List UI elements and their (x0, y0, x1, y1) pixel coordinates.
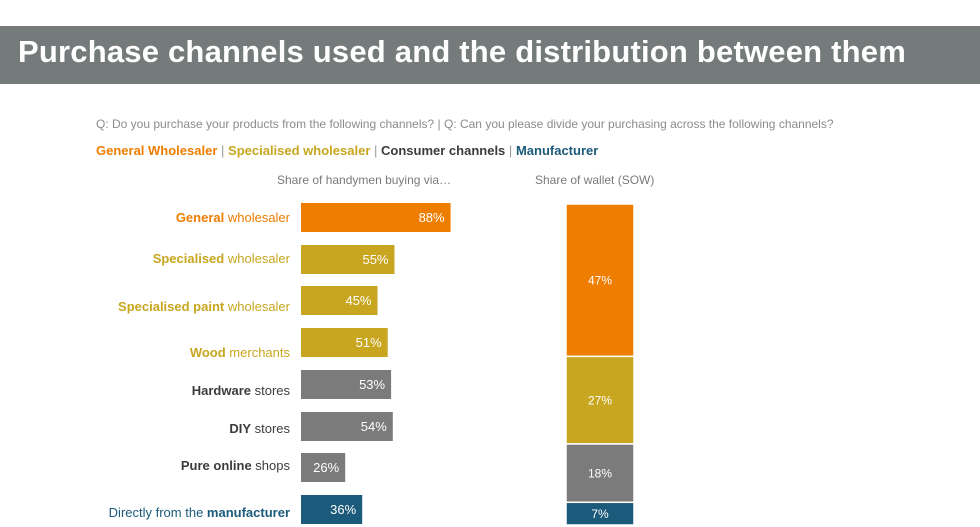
category-label: General wholesaler (176, 210, 290, 225)
category-label: Hardware stores (192, 383, 290, 398)
category-label-bold: Hardware (191, 383, 251, 398)
bar-value-label: 54% (361, 419, 387, 434)
category-label-rest: shops (251, 458, 290, 473)
category-label: Directly from the manufacturer (109, 505, 290, 520)
sow-value-label: 7% (591, 507, 609, 521)
legend-separator: | (508, 143, 513, 158)
category-label: Specialised wholesaler (153, 251, 290, 266)
bar-value-label: 53% (359, 377, 385, 392)
category-label-rest: merchants (225, 345, 290, 360)
bar-value-label: 36% (330, 502, 356, 517)
category-label: Pure online shops (181, 458, 290, 473)
category-label-bold: manufacturer (206, 505, 290, 520)
sow-segment-general (565, 203, 635, 358)
bar-2 (301, 286, 378, 315)
category-label-prefix: Directly from the (108, 505, 207, 520)
legend-separator: | (374, 143, 378, 158)
survey-question: Q: Do you purchase your products from th… (96, 117, 834, 131)
sow-segment-specialised (565, 355, 635, 445)
category-label-bold: Wood (189, 345, 226, 360)
category-label-bold: Specialised (152, 251, 225, 266)
bar-6 (301, 453, 346, 482)
category-label-rest: stores (250, 421, 290, 436)
bar-0 (301, 203, 451, 232)
category-label-bold: Specialised paint (118, 299, 225, 314)
category-label-bold: DIY (229, 421, 251, 436)
category-label-rest: wholesaler (224, 251, 290, 266)
category-label: DIY stores (229, 421, 290, 436)
right-chart-title: Share of wallet (SOW) (535, 173, 655, 187)
bar-value-label: 51% (356, 335, 382, 350)
bar-value-label: 45% (345, 293, 371, 308)
sow-segment-consumer (565, 443, 635, 504)
bar-7 (301, 495, 363, 524)
bar-4 (301, 370, 392, 399)
page-title: Purchase channels used and the distribut… (18, 34, 906, 69)
category-label: Specialised paint wholesaler (118, 299, 290, 314)
legend-item-consumer: Consumer channels (381, 143, 506, 158)
legend-item-specialised: Specialised wholesaler (228, 143, 371, 158)
sow-segment-manufacturer (565, 501, 635, 526)
legend: General Wholesaler | Specialised wholesa… (96, 143, 598, 158)
sow-value-label: 18% (588, 467, 612, 481)
category-label: Wood merchants (190, 345, 290, 360)
legend-item-manufacturer: Manufacturer (515, 143, 599, 158)
bar-3 (301, 328, 388, 357)
sow-value-label: 47% (588, 274, 612, 288)
bar-value-label: 55% (362, 252, 388, 267)
category-label-bold: Pure online (180, 458, 252, 473)
left-chart-title: Share of handymen buying via… (277, 173, 452, 187)
category-label-rest: wholesaler (224, 299, 290, 314)
category-label-rest: wholesaler (224, 210, 290, 225)
legend-separator: | (221, 143, 225, 158)
bar-5 (301, 412, 393, 441)
category-label-bold: General (175, 210, 225, 225)
legend-item-general: General Wholesaler (96, 143, 218, 158)
title-bar: Purchase channels used and the distribut… (0, 26, 980, 84)
bar-1 (301, 245, 395, 274)
sow-value-label: 27% (588, 394, 612, 408)
category-label-rest: stores (250, 383, 290, 398)
bar-value-label: 88% (419, 210, 445, 225)
bar-value-label: 26% (313, 460, 339, 475)
